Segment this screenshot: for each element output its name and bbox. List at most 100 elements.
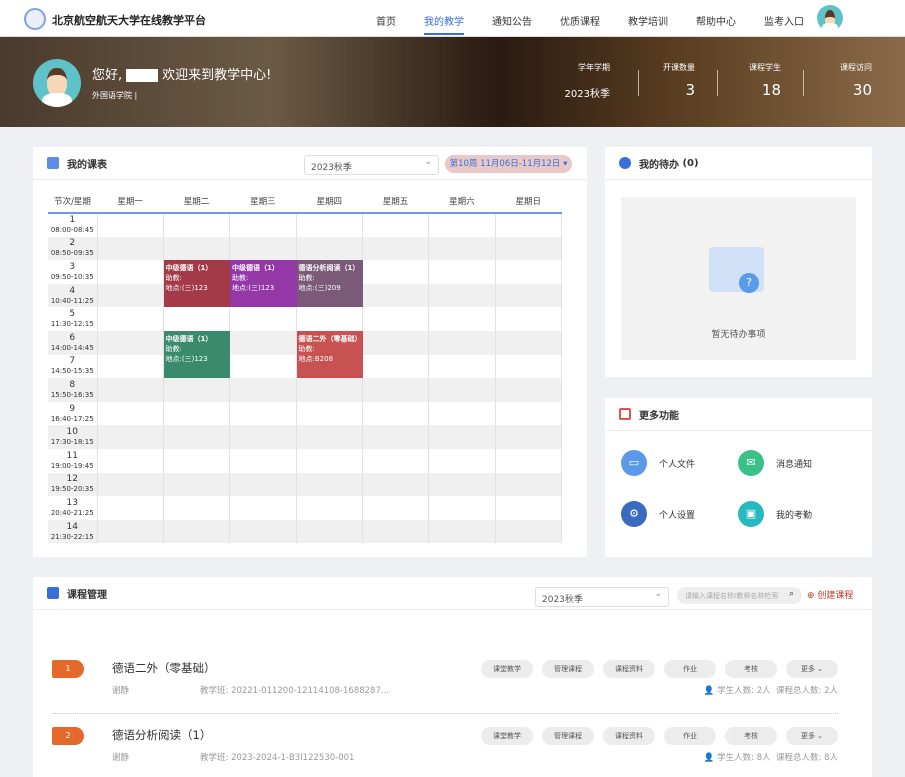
schedule-cell (362, 307, 430, 331)
period-number: 1 (69, 215, 76, 226)
assessment-button[interactable]: 考核 (725, 660, 777, 678)
greeting: 您好, 欢迎来到教学中心! (92, 64, 271, 83)
nav-training[interactable]: 教学培训 (628, 17, 668, 28)
class-assistant: 助教: (165, 274, 182, 283)
schedule-cell (296, 519, 363, 544)
stat-visits: 课程访问 30 (840, 62, 872, 99)
schedule-title: 我的课表 (67, 159, 107, 171)
schedule-cell (229, 472, 297, 497)
homework-button[interactable]: 作业 (664, 660, 716, 678)
schedule-cell (229, 213, 297, 237)
course-name[interactable]: 德语二外（零基础） (112, 661, 216, 675)
func-settings[interactable]: ⚙ 个人设置 (621, 501, 695, 527)
more-button[interactable]: 更多 ⌄ (786, 727, 838, 745)
func-personal-files[interactable]: ▭ 个人文件 (621, 450, 695, 476)
period-cell: 12 19:50-20:35 (48, 472, 98, 497)
nav-notices[interactable]: 通知公告 (492, 17, 532, 28)
schedule-cell (296, 472, 363, 497)
search-icon[interactable]: ⌕ (789, 589, 795, 599)
schedule-row: 9 16:40-17:25 (48, 401, 563, 426)
period-number: 9 (69, 403, 76, 414)
period-number: 4 (69, 285, 76, 296)
course-materials-button[interactable]: 课程资料 (603, 660, 655, 678)
schedule-cell (296, 401, 363, 426)
course-materials-button[interactable]: 课程资料 (603, 727, 655, 745)
period-cell: 7 14:50-15:35 (48, 354, 98, 379)
class-block[interactable]: 德语二外（零基础） 助教: 地点:B208 (296, 331, 363, 379)
user-avatar[interactable] (817, 5, 843, 31)
func-label: 消息通知 (776, 459, 813, 470)
schedule-cell (229, 496, 297, 520)
college-name: 外国语学院 | (92, 91, 138, 100)
classroom-teaching-button[interactable]: 课堂教学 (481, 660, 533, 678)
schedule-cell (229, 307, 297, 331)
period-number: 2 (69, 238, 76, 249)
assessment-button[interactable]: 考核 (725, 727, 777, 745)
empty-text: 暂无待办事项 (711, 330, 766, 340)
schedule-header: 节次/星期 (48, 190, 97, 214)
more-title: 更多功能 (639, 410, 679, 422)
schedule-cell (495, 236, 563, 261)
stat-value: 3 (685, 81, 695, 99)
nav-my-teaching[interactable]: 我的教学 (424, 13, 464, 35)
schedule-cell (495, 448, 563, 473)
schedule-cell (362, 213, 430, 237)
course-name[interactable]: 德语分析阅读（1） (112, 728, 212, 742)
schedule-cell (428, 283, 496, 308)
period-number: 12 (66, 474, 78, 485)
manage-course-button[interactable]: 管理课程 (542, 727, 594, 745)
schedule-cell (97, 213, 164, 237)
class-block[interactable]: 中级德语（1） 助教: 地点:(三)123 (163, 260, 230, 308)
schedule-cell (296, 236, 363, 261)
schedule-cell (495, 425, 563, 449)
nav-exam-entry[interactable]: 监考入口 (764, 17, 804, 28)
book-icon (47, 587, 59, 599)
schedule-cell (296, 213, 363, 237)
period-time: 16:40-17:25 (50, 414, 94, 423)
period-cell: 10 17:30-18:15 (48, 425, 98, 449)
schedule-cell (428, 448, 496, 473)
manage-course-button[interactable]: 管理课程 (542, 660, 594, 678)
class-assistant: 助教: (298, 274, 315, 283)
func-notifications[interactable]: ✉ 消息通知 (738, 450, 812, 476)
schedule-header: 星期一 (97, 190, 164, 214)
schedule-icon (47, 157, 59, 169)
period-cell: 3 09:50-10:35 (48, 260, 98, 284)
gear-icon: ⚙ (621, 501, 647, 527)
func-attendance[interactable]: ▣ 我的考勤 (738, 501, 812, 527)
schedule-cell (97, 401, 164, 426)
class-name: 德语二外（零基础） (298, 335, 362, 343)
period-time: 20:40-21:25 (50, 508, 94, 517)
class-block[interactable]: 德语分析阅读（1） 助教: 地点:(三)209 (296, 260, 363, 308)
schedule-cell (495, 307, 563, 331)
schedule-term-select[interactable]: 2023秋季 (304, 155, 439, 175)
nav-quality-courses[interactable]: 优质课程 (560, 17, 600, 28)
more-button[interactable]: 更多 ⌄ (786, 660, 838, 678)
create-course-button[interactable]: ⊕ 创建课程 (807, 591, 854, 601)
period-time: 10:40-11:25 (50, 296, 94, 305)
period-time: 19:50-20:35 (50, 485, 94, 494)
schedule-cell (428, 496, 496, 520)
period-number: 3 (69, 261, 76, 272)
period-cell: 2 08:50-09:35 (48, 236, 98, 261)
schedule-cell (229, 425, 297, 449)
schedule-cell (428, 401, 496, 426)
class-block[interactable]: 中级德语（1） 助教: 地点:(三)123 (230, 260, 297, 308)
schedule-cell (362, 330, 430, 355)
nav-home[interactable]: 首页 (376, 17, 396, 28)
course-term-select[interactable]: 2023秋季 (535, 587, 669, 607)
period-number: 13 (66, 497, 78, 508)
course-counts: 👤 学生人数: 2人 课程总人数: 2人 (703, 686, 838, 696)
course-row: 2 德语分析阅读（1） 谢静 教学班: 2023-2024-1-B3I12253… (52, 727, 838, 777)
course-search-input[interactable]: 请输入课程名称/教师名称检索 (677, 587, 802, 604)
nav-help[interactable]: 帮助中心 (696, 17, 736, 28)
classroom-teaching-button[interactable]: 课堂教学 (481, 727, 533, 745)
period-number: 11 (66, 450, 78, 461)
stat-value: 30 (852, 81, 872, 99)
class-block[interactable]: 中级德语（1） 助教: 地点:(三)123 (163, 331, 230, 379)
homework-button[interactable]: 作业 (664, 727, 716, 745)
week-selector[interactable]: 第10周 11月06日-11月12日 ▾ (445, 155, 572, 173)
schedule-cell (428, 354, 496, 379)
stat-label: 课程学生 (749, 63, 781, 72)
schedule-cell (163, 378, 231, 402)
